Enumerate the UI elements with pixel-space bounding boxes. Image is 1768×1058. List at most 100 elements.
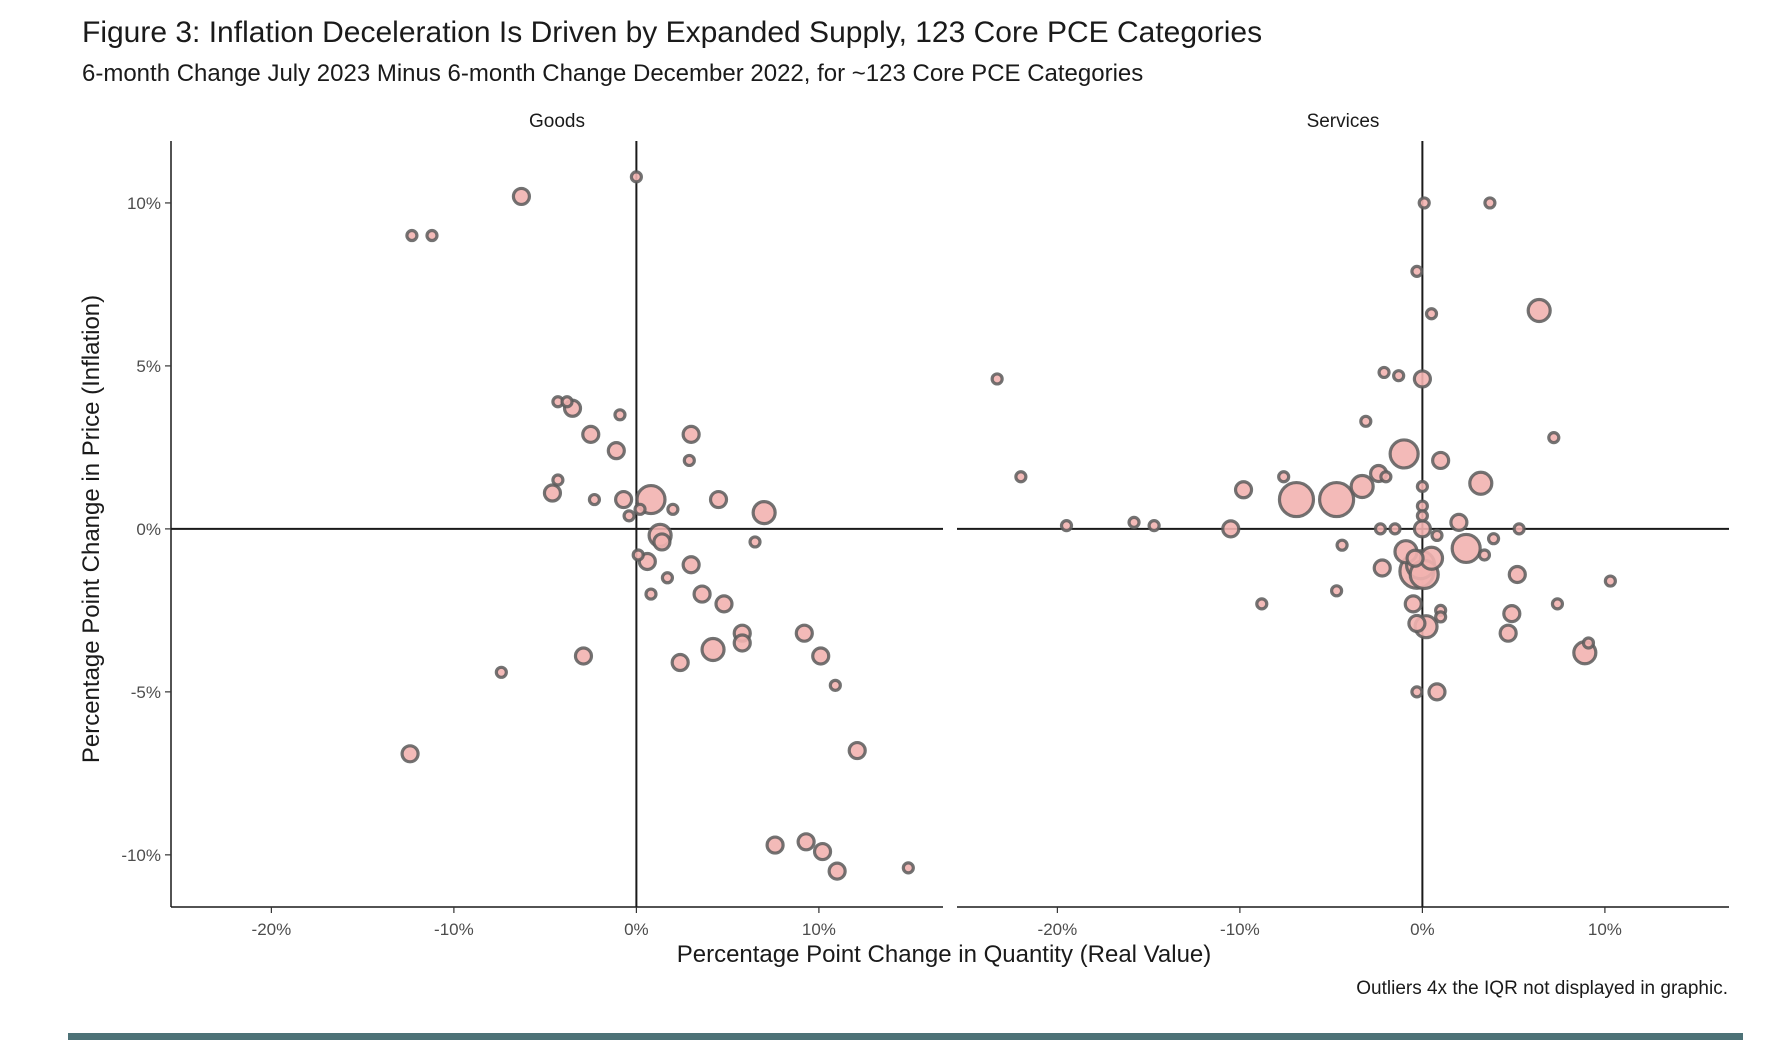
data-point (1277, 470, 1291, 484)
data-point (405, 228, 419, 243)
panel-title-goods: Goods (529, 111, 585, 132)
data-point (1359, 414, 1373, 428)
data-point (1277, 480, 1316, 519)
x-tick-label: 10% (802, 920, 836, 939)
data-point (560, 395, 574, 409)
data-point (573, 646, 594, 666)
footer-rule (68, 1033, 1743, 1040)
data-point (1477, 548, 1492, 562)
data-point (1388, 438, 1420, 470)
data-point (633, 502, 647, 516)
data-point (1335, 538, 1349, 552)
data-point (1550, 597, 1565, 611)
data-point (622, 509, 636, 523)
data-point (1330, 584, 1344, 598)
data-point (732, 633, 752, 653)
data-point (700, 636, 726, 663)
data-point (494, 665, 508, 679)
y-tick-label: 5% (136, 357, 161, 376)
data-point (1412, 519, 1432, 539)
data-point (1498, 623, 1518, 643)
data-point (660, 571, 675, 585)
data-point (765, 835, 785, 855)
data-point (1603, 574, 1617, 588)
data-point (1392, 369, 1406, 383)
data-point (614, 489, 634, 510)
data-point (1415, 509, 1429, 523)
data-point (681, 424, 701, 444)
data-point (606, 441, 626, 461)
data-point (1427, 682, 1447, 702)
data-point (425, 228, 439, 243)
data-point (670, 652, 690, 673)
data-point (1547, 431, 1561, 445)
data-point (1410, 685, 1424, 699)
panel-services: Services -20% -10% 0% 10% (957, 111, 1729, 939)
x-axis-label: Percentage Point Change in Quantity (Rea… (677, 941, 1212, 968)
data-point (1486, 532, 1501, 546)
data-point (827, 861, 847, 881)
data-point (714, 594, 734, 614)
chart-subtitle: 6-month Change July 2023 Minus 6-month C… (82, 60, 1144, 87)
data-point (1410, 264, 1424, 278)
data-point (581, 424, 601, 444)
data-point (511, 186, 532, 207)
data-point (551, 473, 565, 487)
panel-title-services: Services (1307, 111, 1380, 132)
data-point (1434, 610, 1448, 624)
data-point (542, 483, 563, 503)
data-point (1014, 470, 1028, 484)
data-point (1405, 548, 1425, 568)
data-point (1318, 480, 1356, 519)
y-axis-label: Percentage Point Change in Price (Inflat… (78, 295, 105, 763)
data-point (1059, 519, 1074, 533)
data-point (1502, 604, 1522, 624)
data-point (1468, 470, 1494, 496)
data-point (1407, 613, 1427, 634)
data-point (1221, 519, 1241, 539)
data-point (1372, 558, 1392, 578)
data-point (1424, 307, 1439, 321)
data-point (652, 532, 672, 552)
data-point (1127, 515, 1141, 529)
data-point (990, 372, 1004, 386)
data-point (1431, 450, 1451, 471)
x-tick-label: -20% (252, 920, 292, 939)
y-tick-label: 10% (127, 194, 161, 213)
data-point (751, 499, 777, 526)
data-point (1483, 196, 1497, 210)
x-tick-label: -10% (1220, 920, 1260, 939)
data-point (613, 408, 627, 422)
data-point (644, 587, 658, 601)
data-point (1415, 479, 1429, 494)
data-point (1379, 470, 1393, 484)
panel-goods: Goods -20% -10% 0% 10% 10% 5% 0% -5% -10% (121, 111, 943, 939)
y-tick-label: -10% (121, 846, 161, 865)
data-point (666, 502, 680, 516)
x-tick-label: 0% (624, 920, 649, 939)
data-point (1373, 522, 1388, 536)
data-point (1233, 480, 1254, 500)
data-point (1526, 297, 1552, 324)
data-point (796, 832, 816, 852)
data-point (1581, 636, 1596, 650)
data-point (1255, 597, 1269, 611)
data-point (1377, 365, 1391, 380)
x-tick-label: 0% (1410, 920, 1435, 939)
data-point (1417, 196, 1431, 210)
data-point (1449, 512, 1469, 532)
chart-caption: Outliers 4x the IQR not displayed in gra… (1356, 978, 1728, 999)
x-tick-label: 10% (1588, 920, 1622, 939)
data-point (1450, 532, 1482, 565)
data-point (1507, 564, 1527, 585)
data-point (847, 740, 867, 761)
data-point (400, 744, 420, 764)
data-point (708, 489, 729, 510)
data-point (1512, 522, 1526, 536)
data-point (1412, 369, 1432, 389)
y-tick-label: 0% (136, 520, 161, 539)
chart-title: Figure 3: Inflation Deceleration Is Driv… (82, 16, 1263, 49)
data-point (681, 555, 701, 575)
data-point (629, 170, 643, 184)
